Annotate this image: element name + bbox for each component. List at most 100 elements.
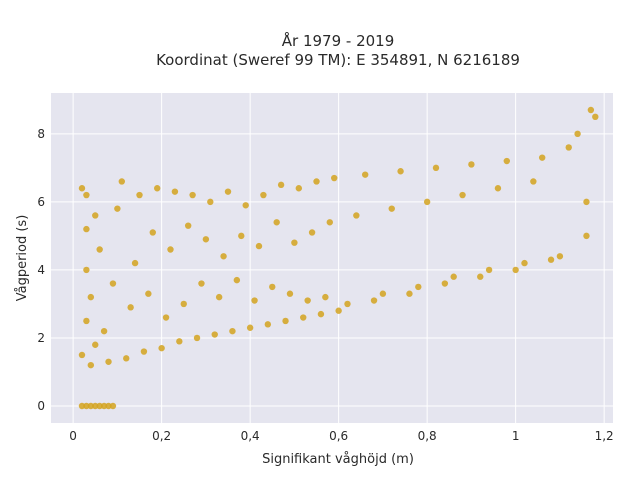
data-point [145, 290, 152, 297]
chart-title-line-2: Koordinat (Sweref 99 TM): E 354891, N 62… [156, 51, 520, 69]
x-axis-title: Signifikant våghöjd (m) [262, 452, 414, 467]
data-point [423, 198, 431, 206]
data-point [450, 273, 457, 280]
data-point [198, 280, 205, 287]
data-point [193, 334, 201, 342]
data-point [331, 174, 338, 182]
x-axis-ticks: 0 0,2 0,4 0,6 0,8 1 1,2 [69, 429, 613, 443]
data-point [118, 178, 126, 185]
data-point [273, 219, 280, 226]
data-point [83, 317, 90, 325]
x-tick-label: 0 [69, 429, 77, 443]
data-point [556, 253, 564, 260]
data-point [238, 232, 245, 240]
data-point [83, 191, 90, 199]
x-tick-label: 1 [512, 429, 520, 443]
data-point [304, 297, 311, 304]
data-point [251, 297, 258, 304]
data-point [233, 276, 241, 284]
data-point [415, 283, 422, 291]
data-point [184, 222, 192, 229]
x-tick-label: 0,8 [418, 429, 437, 443]
data-point [162, 314, 170, 321]
data-point [587, 106, 595, 114]
data-point [87, 293, 95, 301]
data-point [207, 198, 214, 206]
data-point [583, 198, 590, 206]
data-point [547, 256, 555, 263]
y-tick-label: 0 [37, 399, 45, 413]
data-point [202, 236, 210, 243]
data-point [87, 361, 95, 369]
data-point [282, 317, 289, 325]
chart-title-line-1: År 1979 - 2019 [282, 31, 395, 50]
data-point [100, 402, 108, 410]
data-point [176, 338, 183, 345]
data-point [123, 355, 130, 362]
data-point [158, 344, 165, 352]
data-point [83, 402, 90, 410]
data-point [136, 191, 143, 199]
data-point [220, 253, 227, 260]
data-point [78, 351, 86, 359]
data-point [503, 157, 510, 165]
data-point [149, 229, 156, 236]
data-point [105, 358, 112, 365]
data-point [154, 185, 161, 192]
y-tick-label: 6 [37, 195, 45, 209]
data-point [344, 300, 351, 308]
data-point [574, 130, 581, 138]
data-point [131, 259, 139, 267]
data-point [494, 185, 502, 192]
data-point [322, 293, 329, 301]
data-point [105, 402, 112, 410]
data-point [189, 191, 196, 199]
data-point [379, 290, 387, 297]
data-point [260, 191, 267, 199]
data-point [397, 168, 404, 175]
y-axis-ticks: 0 2 4 6 8 [37, 127, 45, 413]
y-axis-title: Vågperiod (s) [15, 215, 30, 302]
data-point [370, 297, 378, 304]
data-point [521, 259, 528, 267]
data-point [242, 202, 249, 209]
data-point [127, 304, 134, 311]
data-point [335, 307, 342, 314]
data-point [96, 402, 103, 410]
data-point [215, 293, 223, 301]
data-point [246, 324, 254, 331]
data-point [512, 266, 519, 274]
data-point [530, 178, 537, 185]
y-tick-label: 2 [37, 331, 45, 345]
data-point [269, 283, 276, 291]
data-point [114, 205, 121, 212]
data-point [83, 266, 90, 274]
data-point [92, 402, 99, 410]
data-point [109, 280, 117, 287]
data-point [171, 188, 179, 195]
data-point [317, 310, 325, 318]
x-tick-label: 0,2 [152, 429, 171, 443]
data-point [361, 171, 369, 178]
data-point [180, 300, 187, 308]
gridlines [51, 93, 613, 423]
data-point [583, 232, 590, 240]
data-point [255, 242, 263, 250]
data-point [406, 290, 413, 297]
data-point [592, 113, 599, 121]
data-point [459, 191, 466, 199]
data-point [78, 402, 86, 410]
data-point [264, 321, 272, 328]
data-point [326, 219, 333, 226]
data-point [300, 314, 307, 321]
data-point [353, 212, 360, 219]
data-point [167, 246, 174, 253]
data-point [308, 229, 316, 236]
data-point [291, 239, 298, 246]
data-point [565, 144, 572, 151]
y-tick-label: 4 [37, 263, 45, 277]
data-point [468, 161, 475, 168]
data-point [477, 273, 484, 280]
